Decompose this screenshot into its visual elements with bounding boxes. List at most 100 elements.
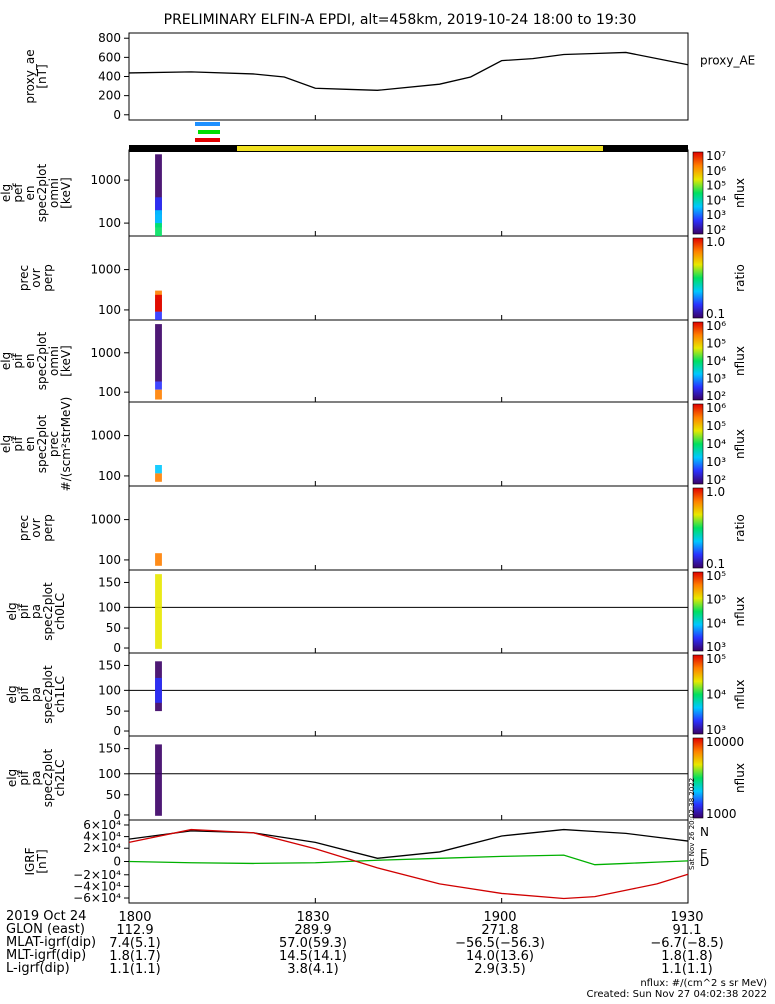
y-axis-label: ovr xyxy=(29,268,43,287)
colorbar-tick-label: 10⁶ xyxy=(706,401,726,415)
footer-row-glon: GLON (east) xyxy=(6,923,85,936)
panel-frame xyxy=(128,652,689,737)
colorbar-tick-label: 10³ xyxy=(706,640,726,654)
y-axis-label: perp xyxy=(41,264,55,292)
footer-row-date: 2019 Oct 24 xyxy=(6,910,86,923)
y-tick-label: 100 xyxy=(98,469,121,483)
colorbar-tick-label: 10³ xyxy=(706,723,726,737)
footer-cell: 14.0(13.6) xyxy=(465,949,535,964)
footer-cell: 3.8(4.1) xyxy=(287,962,339,977)
y-axis-label: IGRF xyxy=(23,847,37,875)
y-axis-label: #/(scm²strMeV) xyxy=(59,397,73,492)
y-axis-label: pif xyxy=(17,770,31,786)
colorbar-tick-label: 0.1 xyxy=(706,557,725,571)
spectrogram-cell xyxy=(155,324,162,382)
legend-e: E xyxy=(700,847,708,861)
orbit-bar-yellow xyxy=(237,146,603,151)
footer-cell: 2.9(3.5) xyxy=(474,962,526,977)
footer-label: MLAT-igrf(dip) xyxy=(6,935,97,950)
y-axis-label: pif xyxy=(11,436,25,452)
colorbar-tick-label: 10⁵ xyxy=(706,179,726,193)
spectrogram-pef_prec xyxy=(155,290,162,320)
footer-cell: 1.1(1.1) xyxy=(661,962,713,977)
igrf-line-n xyxy=(128,828,689,859)
y-tick-label: −4×10⁴ xyxy=(73,879,121,893)
footer-cell: 271.8 xyxy=(481,923,519,938)
y-axis-label: spec2plot xyxy=(41,582,55,641)
y-tick-label: 1000 xyxy=(90,346,121,360)
colorbar-tick-label: 10⁴ xyxy=(706,354,726,368)
y-axis-label: ch0LC xyxy=(53,593,67,630)
colorbar xyxy=(692,403,704,485)
mode-bar-blue xyxy=(195,122,220,126)
colorbar xyxy=(692,737,704,819)
y-axis-label: prec xyxy=(47,431,61,457)
spectrogram-cell xyxy=(155,294,162,312)
panel-frame xyxy=(128,319,689,403)
footer-label: L-igrf(dip) xyxy=(6,961,70,976)
created-stamp: Created: Sun Nov 27 04:02:38 2022 xyxy=(586,989,767,1000)
spectrogram-cell xyxy=(155,744,162,816)
y-axis-label: en xyxy=(23,354,37,369)
colorbar xyxy=(692,654,704,735)
colorbar-tick-label: 10³ xyxy=(706,455,726,469)
colorbar-label: nflux xyxy=(733,597,747,627)
colorbar-tick-label: 10⁵ xyxy=(706,419,726,433)
y-axis-label: prec xyxy=(17,265,31,291)
panel-frame xyxy=(128,149,689,237)
spectrogram-cell xyxy=(155,677,162,703)
y-tick-label: 0 xyxy=(113,724,121,738)
y-tick-label: 0 xyxy=(113,855,121,869)
y-tick-label: 0 xyxy=(113,808,121,822)
spectrogram-ch1 xyxy=(155,661,162,712)
y-axis-label: ovr xyxy=(29,518,43,537)
y-axis-label: spec2plot xyxy=(41,665,55,724)
y-axis-label: elg xyxy=(5,602,19,620)
spectrogram-pef xyxy=(155,154,162,236)
spectrogram-cell xyxy=(155,223,162,236)
footer-cell: 1930 xyxy=(670,910,704,925)
y-axis-label: pa xyxy=(29,687,43,702)
footer-row-l: L-igrf(dip) xyxy=(6,962,70,975)
y-tick-label: 150 xyxy=(98,742,121,756)
y-axis-label: ch1LC xyxy=(53,676,67,713)
colorbar-tick-label: 10² xyxy=(706,223,726,237)
colorbar-tick-label: 10⁵ xyxy=(706,593,726,607)
spectrogram-cell xyxy=(155,574,162,649)
y-tick-label: 150 xyxy=(98,575,121,589)
colorbar-tick-label: 10⁴ xyxy=(706,437,726,451)
colorbar-tick-label: 10⁵ xyxy=(706,569,726,583)
footer-cell: 7.4(5.1) xyxy=(109,936,161,951)
footer-cell: 1.8(1.8) xyxy=(661,949,713,964)
colorbar xyxy=(692,237,704,319)
y-tick-label: 0 xyxy=(113,641,121,655)
panel-pef: 1000100elgpefenspec2plotomni[keV]10⁷10⁶1… xyxy=(0,149,747,237)
colorbar xyxy=(692,321,704,401)
spectrogram-cell xyxy=(155,210,162,228)
footer-row-mlt: MLT-igrf(dip) xyxy=(6,949,86,962)
spectrogram-cell xyxy=(155,381,162,390)
proxy-ae-line xyxy=(128,51,689,91)
colorbar-label: ratio xyxy=(733,264,747,292)
y-axis-label: [nT] xyxy=(35,64,49,88)
footer-cell: 112.9 xyxy=(116,923,154,938)
y-axis-label: elg xyxy=(0,435,13,453)
colorbar-tick-label: 10⁶ xyxy=(706,319,726,333)
colorbar-tick-label: 0.1 xyxy=(706,307,725,321)
y-axis-label: elg xyxy=(0,352,13,370)
y-tick-label: 50 xyxy=(106,788,121,802)
y-axis-label: omni xyxy=(47,178,61,208)
colorbar xyxy=(692,151,704,235)
colorbar-tick-label: 10⁶ xyxy=(706,164,726,178)
colorbar-tick-label: 1.0 xyxy=(706,485,725,499)
y-axis-label: spec2plot xyxy=(41,748,55,807)
legend-n: N xyxy=(700,825,709,839)
side-timestamp: Sat Nov 26 20:02:38 2022 xyxy=(688,778,696,870)
footer-cell: 57.0(59.3) xyxy=(278,936,348,951)
footer-cell: 1800 xyxy=(118,910,152,925)
footer-cell: 1900 xyxy=(483,910,517,925)
